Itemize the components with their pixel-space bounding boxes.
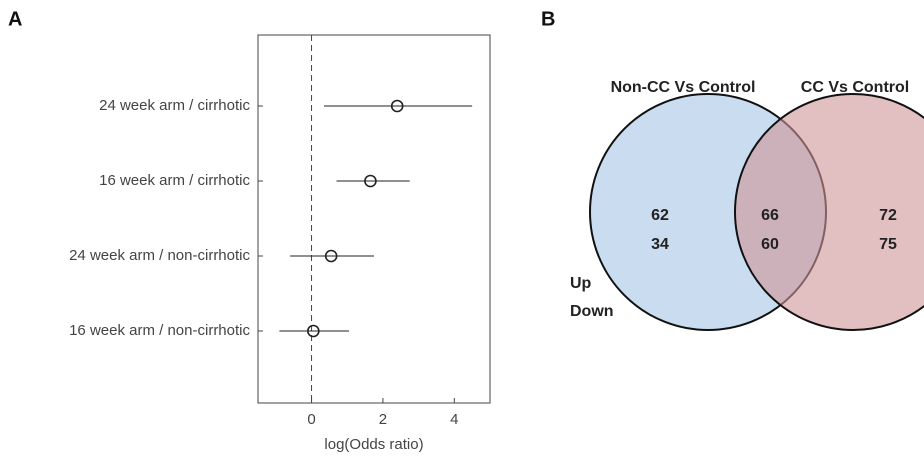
- y-tick-label: 16 week arm / non-cirrhotic: [69, 322, 250, 339]
- region-count: 75: [879, 236, 897, 253]
- region-count: 60: [761, 236, 779, 253]
- region-count: 34: [651, 236, 669, 253]
- x-tick-label: 4: [450, 411, 458, 428]
- panel-label: A: [8, 8, 22, 30]
- panel-label: B: [541, 8, 555, 30]
- point-estimate: [364, 174, 377, 188]
- set-title: CC Vs Control: [801, 79, 909, 96]
- x-axis-label: log(Odds ratio): [324, 436, 423, 453]
- set-circle: [734, 93, 924, 331]
- x-tick-label: 2: [379, 411, 387, 428]
- y-tick-label: 24 week arm / cirrhotic: [99, 97, 250, 114]
- set-title: Non-CC Vs Control: [611, 79, 756, 96]
- region-count: 72: [879, 207, 897, 224]
- point-estimate: [390, 99, 404, 113]
- y-tick-label: 16 week arm / cirrhotic: [99, 172, 250, 189]
- y-tick-label: 24 week arm / non-cirrhotic: [69, 247, 250, 264]
- region-count: 66: [761, 207, 779, 224]
- row-label: Up: [570, 275, 592, 292]
- x-tick-label: 0: [307, 411, 315, 428]
- point-estimate: [324, 249, 338, 263]
- plot-frame: [257, 34, 491, 404]
- point-estimate: [307, 324, 320, 338]
- row-label: Down: [570, 303, 614, 320]
- region-count: 62: [651, 207, 669, 224]
